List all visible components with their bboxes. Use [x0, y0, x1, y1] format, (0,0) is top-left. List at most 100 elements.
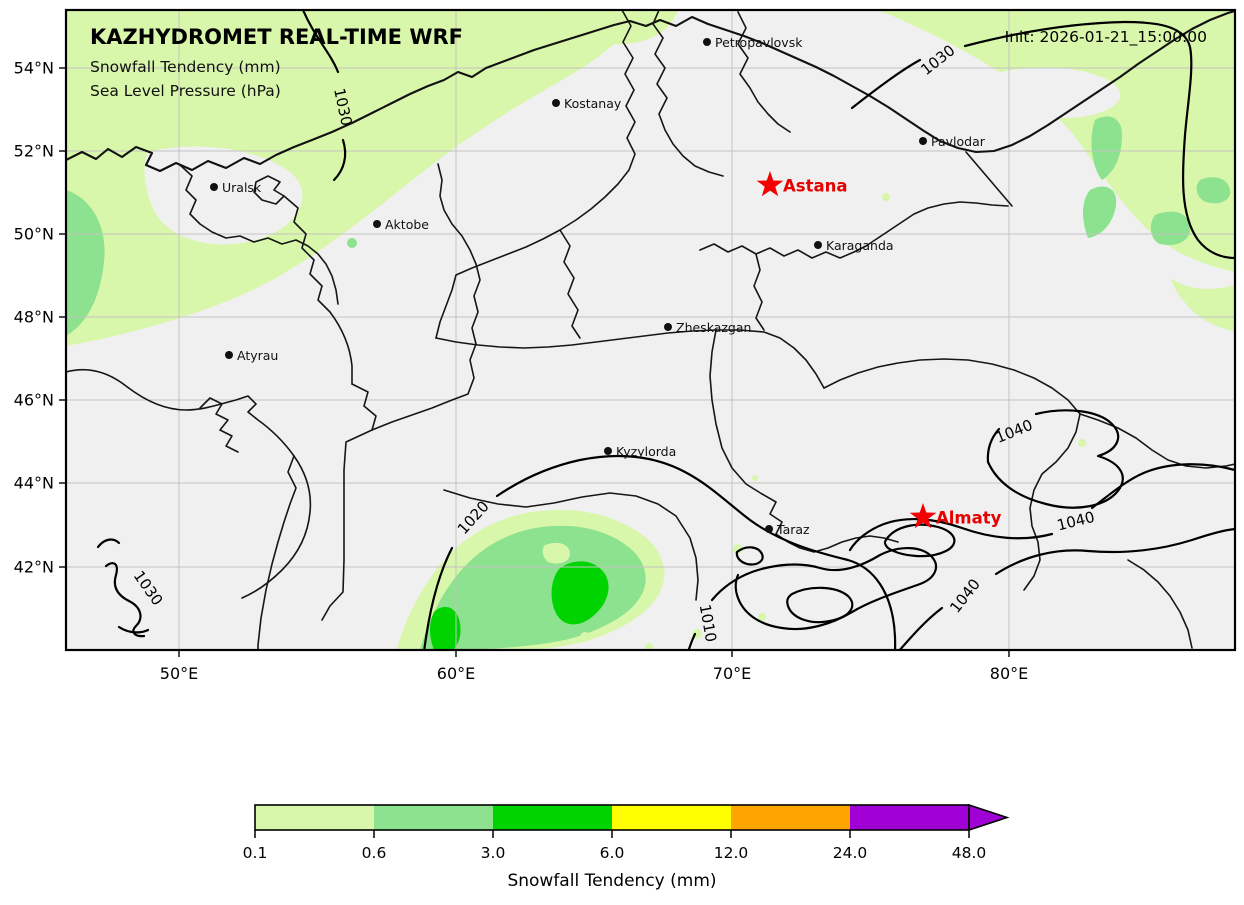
snow-light-east-edge — [1170, 278, 1235, 332]
border-se-corner — [1127, 559, 1193, 649]
snow-speck — [758, 613, 766, 621]
city-marker-uralsk: Uralsk — [210, 180, 262, 195]
colorbar: 0.1 0.6 3.0 6.0 12.0 24.0 48.0 — [243, 803, 1010, 862]
snow-medium-west-edge — [66, 190, 105, 336]
border-west-1 — [179, 164, 339, 305]
colorbar-segment-0 — [255, 805, 374, 830]
contour-1040-wavy2-b — [994, 527, 1235, 576]
city-dot — [765, 525, 773, 533]
contour-1030-sw-c — [117, 625, 150, 634]
snow-light-hole — [542, 542, 570, 564]
contour-1030-nw-b — [332, 138, 347, 182]
city-label: Karaganda — [826, 238, 894, 253]
border-karaganda-north — [699, 201, 1009, 259]
border-westkz-aktobe — [283, 195, 353, 385]
snow-medium-ne-3 — [1150, 211, 1191, 246]
city-dot — [373, 220, 381, 228]
city-marker-zheskazgan: Zheskazgan — [664, 320, 751, 335]
contour-1010-west-cell — [735, 546, 764, 566]
border-kyrgyz — [761, 493, 899, 553]
border-atyrau-jags — [199, 397, 239, 453]
snow-heavy-core-2 — [430, 606, 461, 650]
city-dot — [664, 323, 672, 331]
contour-1020-b — [495, 454, 897, 650]
contour-1020-a — [423, 546, 454, 650]
border-caspian-coast — [66, 368, 312, 599]
init-time-label: Init: 2026-01-21_15:00:00 — [1005, 28, 1207, 47]
snow-speck — [733, 544, 743, 554]
snowfall-shading — [66, 10, 1235, 650]
border-balkhash — [823, 358, 1081, 415]
border-ne-diagonal — [965, 151, 1013, 207]
capital-star-icon — [756, 171, 784, 197]
city-dot — [604, 447, 612, 455]
colorbar-tick-label: 12.0 — [714, 844, 749, 862]
snow-medium-ne-1 — [1091, 116, 1122, 180]
colorbar-extend-arrow — [968, 803, 1010, 832]
lat-tick-label: 52°N — [14, 142, 54, 161]
city-marker-petropavlovsk: Petropavlovsk — [703, 35, 803, 50]
border-uzbek — [443, 489, 699, 601]
snow-medium-ne-4 — [1196, 177, 1231, 204]
pressure-contours — [96, 10, 1235, 650]
city-dot — [814, 241, 822, 249]
contour-1030-ne-b — [963, 20, 1235, 260]
border-kostanay — [435, 10, 636, 339]
lon-tick-label: 60°E — [437, 664, 475, 683]
lat-tick-label: 44°N — [14, 474, 54, 493]
colorbar-tick-label: 0.6 — [362, 844, 387, 862]
city-label: Kostanay — [564, 96, 622, 111]
border-central — [559, 229, 581, 339]
city-marker-taraz: Taraz — [765, 522, 810, 537]
city-label: Kyzylorda — [616, 444, 676, 459]
contour-1040-loop-a — [986, 427, 1001, 464]
border-karaganda-spur — [753, 253, 765, 331]
lat-tick-label: 46°N — [14, 391, 54, 410]
contour-1030-ne-a — [850, 58, 922, 110]
city-marker-aktobe: Aktobe — [373, 217, 429, 232]
city-label: Aktobe — [385, 217, 429, 232]
snow-light-north — [553, 10, 678, 45]
capital-markers: Astana Almaty — [756, 171, 1002, 529]
snow-heavy-core-1 — [551, 561, 609, 625]
lon-tick-label: 70°E — [713, 664, 751, 683]
snow-light-northeast — [878, 10, 1235, 272]
contour-1030-sw-a — [96, 538, 121, 549]
city-marker-pavlodar: Pavlodar — [919, 134, 986, 149]
city-marker-karaganda: Karaganda — [814, 238, 894, 253]
city-label: Atyrau — [237, 348, 278, 363]
snow-medium-ne-2 — [1083, 186, 1117, 238]
border-south-vertical — [709, 329, 763, 495]
city-label: Petropavlovsk — [715, 35, 803, 50]
snow-speck — [882, 193, 890, 201]
colorbar-tick-label: 3.0 — [481, 844, 506, 862]
snow-speck — [347, 238, 357, 248]
border-petropavlovsk-2 — [737, 11, 791, 133]
land-pocket-northeast — [995, 67, 1121, 119]
land-pocket-uralsk — [144, 146, 303, 245]
lat-tick-label: 48°N — [14, 308, 54, 327]
city-dot — [703, 38, 711, 46]
border-petropavlovsk-1 — [652, 10, 724, 177]
colorbar-segment-5 — [850, 805, 969, 830]
city-dot — [919, 137, 927, 145]
snow-speck — [1078, 439, 1086, 447]
city-marker-kyzylorda: Kyzylorda — [604, 444, 676, 459]
snow-speck — [645, 643, 653, 650]
snow-speck — [752, 475, 758, 481]
colorbar-segment-1 — [374, 805, 493, 830]
capital-marker-almaty: Almaty — [909, 503, 1002, 529]
lon-tick-label: 50°E — [160, 664, 198, 683]
contour-1040-wavy1-a — [1090, 463, 1235, 510]
map-frame — [64, 8, 1237, 652]
border-aktobe-east — [371, 163, 481, 431]
lat-tick-label: 42°N — [14, 558, 54, 577]
capital-star-icon — [909, 503, 937, 529]
city-markers: Petropavlovsk Kostanay Pavlodar Uralsk Aktob… — [210, 35, 986, 537]
border-aral-west — [321, 383, 377, 621]
colorbar-segment-2 — [493, 805, 612, 830]
contour-1010-inner — [786, 586, 854, 624]
colorbar-title: Snowfall Tendency (mm) — [507, 871, 716, 891]
